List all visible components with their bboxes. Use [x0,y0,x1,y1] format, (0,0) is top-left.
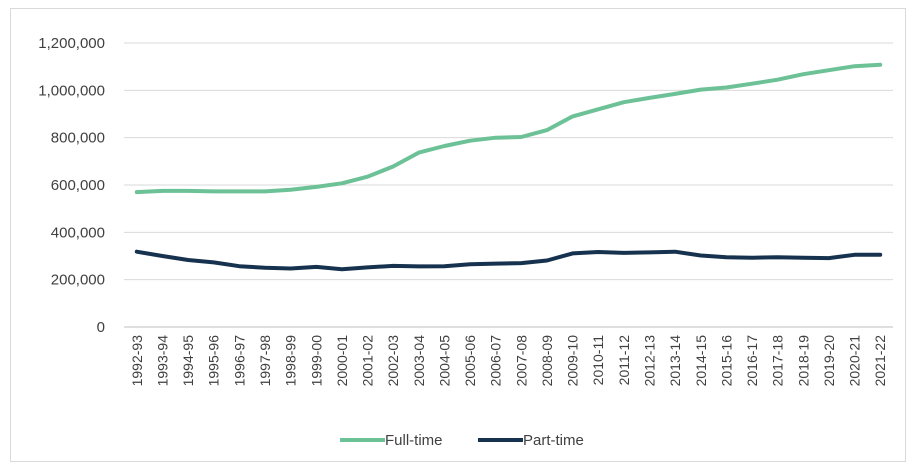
legend-label: Full-time [385,432,443,449]
x-tick-label: 2018-19 [795,335,811,387]
y-tick-label: 1,200,000 [38,35,105,52]
x-tick-label: 2001-02 [360,335,376,387]
series-lines [134,62,883,272]
x-tick-label: 1996-97 [231,335,247,387]
x-axis-ticks: 1992-93 1993-94 1994-95 1995-96 1996-97 1997-… [129,335,888,387]
y-tick-label: 0 [97,319,105,336]
x-tick-label: 1998-99 [283,335,299,387]
x-tick-label: 2021-22 [872,335,888,387]
x-tick-label: 2003-04 [411,335,427,387]
x-tick-label: 2002-03 [385,335,401,387]
legend-label: Part-time [523,432,584,449]
x-tick-label: 2014-15 [693,335,709,387]
x-tick-label: 1993-94 [154,335,170,387]
y-tick-label: 600,000 [51,177,105,194]
series-line-part-time [134,249,883,272]
x-tick-label: 2019-20 [821,335,837,387]
series-line-full-time [134,62,883,195]
x-tick-label: 1999-00 [308,335,324,387]
x-tick-label: 2017-18 [770,335,786,387]
x-tick-label: 2008-09 [539,335,555,387]
x-tick-label: 2009-10 [565,335,581,387]
x-tick-label: 1994-95 [180,335,196,387]
y-tick-label: 400,000 [51,224,105,241]
x-tick-label: 2007-08 [513,335,529,387]
y-tick-label: 1,000,000 [38,82,105,99]
x-tick-label: 1992-93 [129,335,145,387]
legend: Full-time Part-time [340,432,584,449]
x-tick-label: 2013-14 [667,335,683,387]
x-tick-label: 2004-05 [436,335,452,387]
x-tick-label: 2012-13 [641,335,657,387]
x-tick-label: 1995-96 [206,335,222,387]
x-tick-label: 2010-11 [590,335,606,386]
x-tick-label: 2005-06 [462,335,478,387]
gridlines [124,42,893,281]
y-tick-label: 800,000 [51,130,105,147]
x-tick-label: 2020-21 [847,335,863,387]
y-axis-ticks: 0 200,000 400,000 600,000 800,000 1,000,000 1,… [38,35,105,336]
y-tick-label: 200,000 [51,272,105,289]
x-tick-label: 1997-98 [257,335,273,387]
x-tick-label: 2016-17 [744,335,760,387]
x-tick-label: 2000-01 [334,335,350,387]
x-tick-label: 2011-12 [616,335,632,386]
x-tick-label: 2006-07 [488,335,504,387]
x-tick-label: 2015-16 [718,335,734,387]
